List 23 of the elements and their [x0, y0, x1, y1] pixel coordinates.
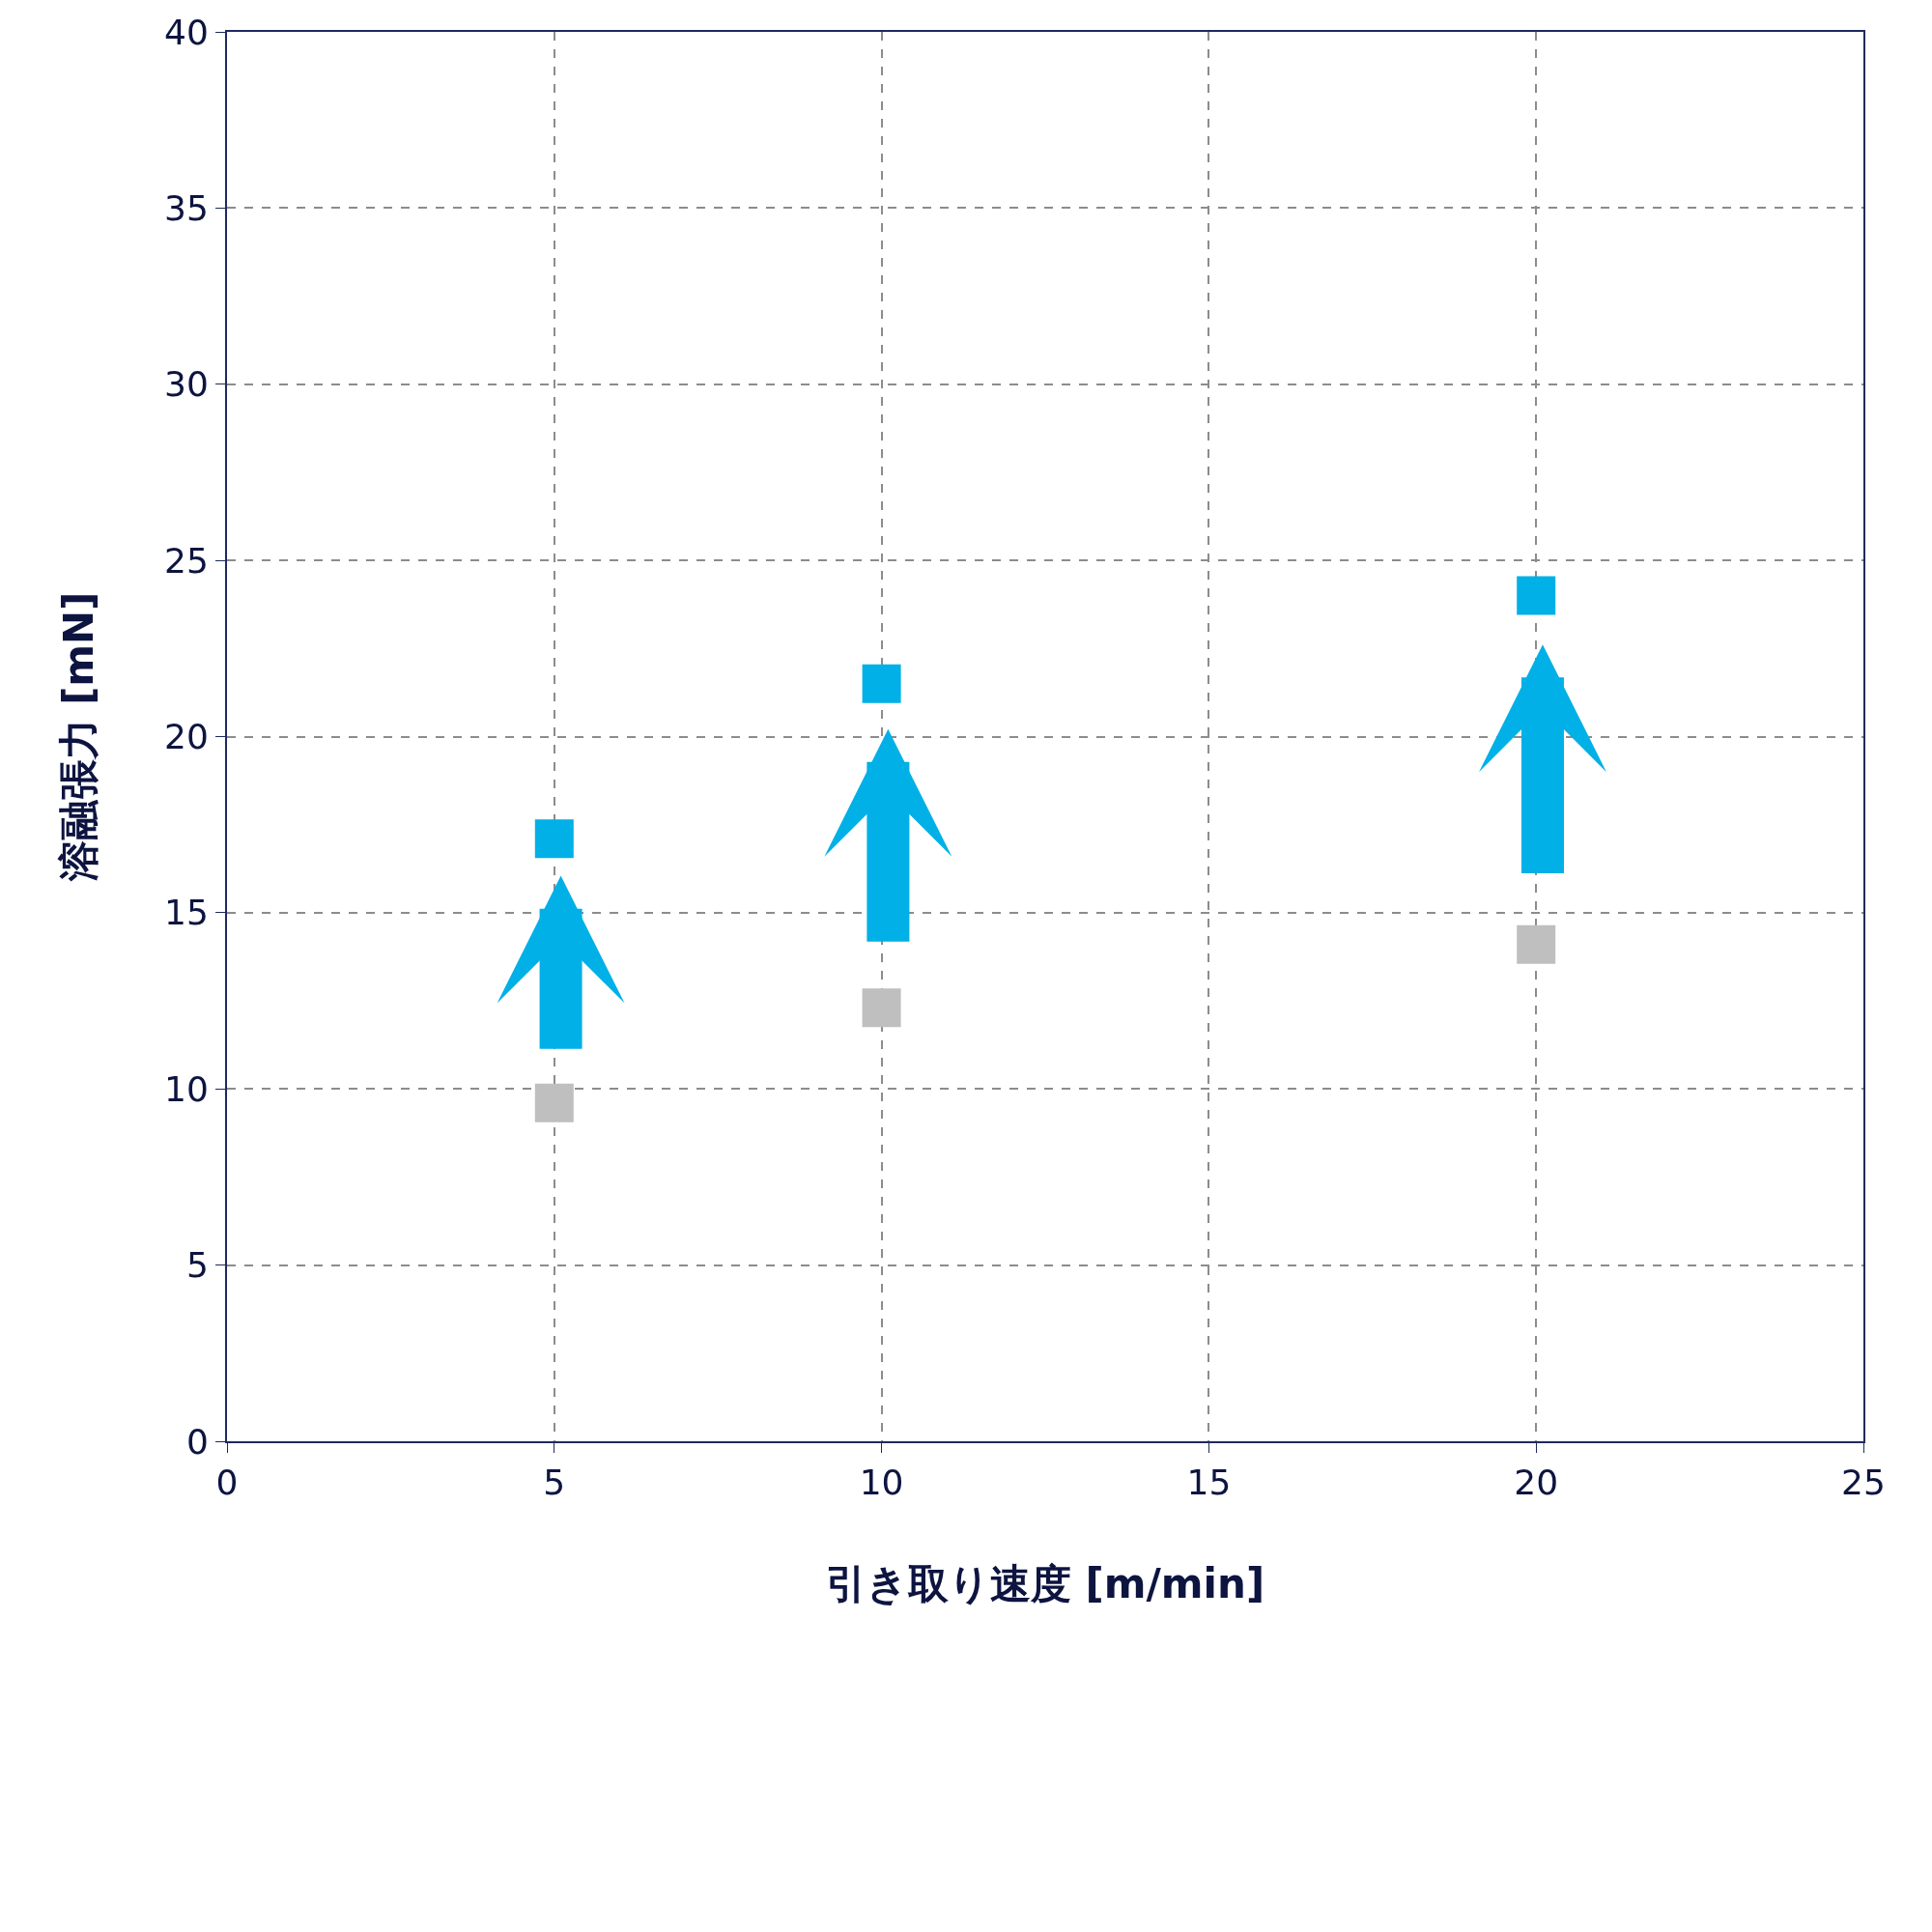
point	[534, 819, 574, 859]
y-tick-label: 5	[185, 1245, 209, 1286]
x-tick-label: 5	[543, 1463, 566, 1503]
y-tick-label: 40	[163, 12, 209, 52]
x-tick-label: 0	[215, 1463, 239, 1503]
y-tick-label: 10	[163, 1068, 209, 1109]
point	[534, 1083, 574, 1122]
point	[1517, 924, 1556, 964]
y-tick-label: 15	[163, 893, 209, 933]
x-tick-label: 10	[859, 1463, 904, 1503]
x-axis-title: 引き取り速度 [m/min]	[825, 1559, 1265, 1607]
point	[862, 664, 901, 703]
y-tick-label: 35	[163, 187, 209, 228]
x-tick-label: 25	[1841, 1463, 1886, 1503]
x-tick-label: 15	[1186, 1463, 1232, 1503]
y-tick-label: 25	[163, 540, 209, 581]
y-tick-label: 30	[163, 364, 209, 405]
point	[1517, 576, 1556, 615]
point	[862, 988, 901, 1028]
y-axis-title: 溶融張力 [mN]	[55, 591, 103, 883]
y-tick-label: 0	[185, 1421, 209, 1462]
y-tick-label: 20	[163, 717, 209, 757]
x-tick-label: 20	[1514, 1463, 1559, 1503]
